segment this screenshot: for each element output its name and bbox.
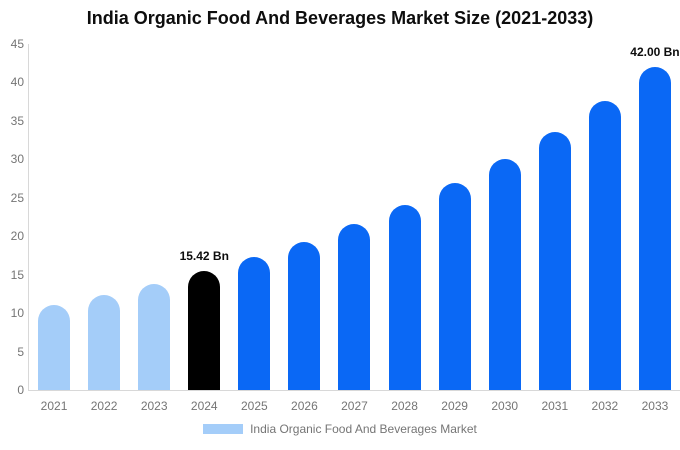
bar-2029 <box>438 183 471 390</box>
y-axis: 0 5 10 15 20 25 30 35 40 45 <box>0 38 24 396</box>
y-tick-15: 15 <box>10 267 24 282</box>
x-tick-2026: 2026 <box>291 399 318 413</box>
x-tick-2024: 2024 <box>190 399 218 413</box>
bar-2030 <box>488 158 521 390</box>
bar-2021 <box>38 305 71 390</box>
y-tick-0: 0 <box>17 383 24 397</box>
bar-group-2025: 2025 <box>229 44 279 412</box>
bar-group-2029: 2029 <box>430 44 480 412</box>
chart-title: India Organic Food And Beverages Market … <box>86 8 594 28</box>
bar-group-2030: 2030 <box>480 44 530 412</box>
x-tick-2027: 2027 <box>341 399 368 413</box>
bar-group-2031: 2031 <box>530 44 580 412</box>
x-tick-2032: 2032 <box>591 399 619 413</box>
bar-2023 <box>138 283 171 390</box>
x-tick-2031: 2031 <box>541 399 569 413</box>
legend-label: India Organic Food And Beverages Market <box>250 422 477 436</box>
bar-2032 <box>588 101 621 390</box>
bar-2025 <box>238 257 271 390</box>
plot-area: 2021 2022 2023 15.42 Bn 2024 2025 2026 2027 2028… <box>28 44 680 412</box>
value-label-2024: 15.42 Bn <box>179 249 229 264</box>
bar-group-2026: 2026 <box>279 44 329 412</box>
x-tick-2030: 2030 <box>491 399 519 413</box>
y-tick-35: 35 <box>10 113 24 128</box>
bar-group-2032: 2032 <box>580 44 630 412</box>
y-tick-10: 10 <box>10 306 24 321</box>
bar-2028 <box>388 204 421 390</box>
x-tick-2022: 2022 <box>90 399 118 413</box>
legend: India Organic Food And Beverages Market <box>0 423 680 435</box>
bar-2033 <box>638 67 671 390</box>
x-tick-2025: 2025 <box>240 399 268 413</box>
y-tick-20: 20 <box>10 229 24 244</box>
bar-2026 <box>288 241 321 390</box>
x-tick-2033: 2033 <box>641 399 669 413</box>
bar-2027 <box>338 224 371 390</box>
y-tick-30: 30 <box>10 152 24 167</box>
bar-group-2024: 15.42 Bn 2024 <box>179 44 229 412</box>
y-tick-40: 40 <box>10 75 24 90</box>
bar-group-2033: 42.00 Bn 2033 <box>630 44 680 412</box>
bar-2022 <box>88 295 121 390</box>
bar-group-2023: 2023 <box>129 44 179 412</box>
y-tick-25: 25 <box>10 190 24 205</box>
legend-swatch <box>203 424 244 434</box>
x-tick-2029: 2029 <box>441 399 468 413</box>
bar-group-2027: 2027 <box>329 44 379 412</box>
x-tick-2021: 2021 <box>40 399 68 413</box>
x-tick-2023: 2023 <box>140 399 168 413</box>
bar-group-2028: 2028 <box>380 44 430 412</box>
y-tick-5: 5 <box>17 344 24 359</box>
bar-group-2022: 2022 <box>79 44 129 412</box>
bar-2024 <box>188 271 221 390</box>
bar-2031 <box>538 131 571 390</box>
bar-group-2021: 2021 <box>29 44 79 412</box>
value-label-2033: 42.00 Bn <box>630 45 680 60</box>
x-tick-2028: 2028 <box>391 399 418 413</box>
y-tick-45: 45 <box>10 37 24 51</box>
